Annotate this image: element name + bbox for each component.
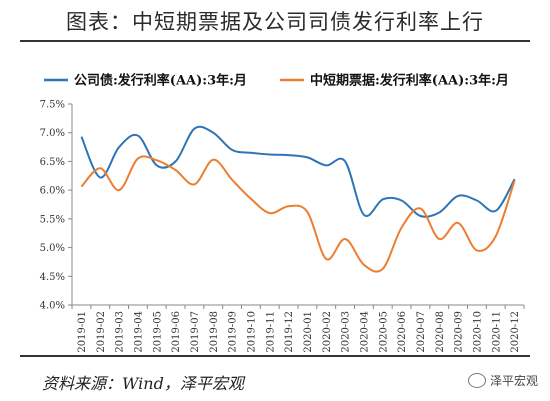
y-tick-label: 6.5%	[40, 157, 65, 168]
x-tick-label: 2020-07	[416, 311, 427, 353]
x-tick-label: 2019-05	[152, 311, 163, 353]
x-tick-label: 2020-02	[322, 311, 333, 353]
x-tick-label: 2020-10	[472, 311, 483, 353]
y-tick-label: 4.5%	[40, 272, 65, 283]
x-tick-label: 2020-09	[454, 311, 465, 353]
x-tick-label: 2020-04	[359, 311, 370, 353]
x-tick-label: 2019-04	[133, 311, 144, 353]
series-line-0	[80, 125, 516, 218]
x-tick-label: 2020-12	[510, 311, 521, 353]
x-tick-label: 2020-01	[303, 311, 314, 353]
x-tick-label: 2019-06	[171, 311, 182, 353]
x-tick-label: 2019-10	[246, 311, 257, 353]
legend-label: 公司债:发行利率(AA):3年:月	[74, 73, 247, 89]
x-tick-label: 2019-12	[284, 311, 295, 353]
x-tick-label: 2019-11	[265, 311, 276, 353]
x-tick-label: 2020-06	[397, 311, 408, 353]
y-tick-label: 5.0%	[40, 243, 65, 254]
y-tick-label: 7.0%	[40, 128, 65, 139]
y-tick-label: 6.0%	[40, 186, 65, 197]
axes: 7.5% 7.0% 6.5% 6.0% 5.5% 5.0% 4.5% 4.0% 2019-01 2…	[40, 100, 525, 353]
y-tick-label: 4.0%	[40, 301, 65, 312]
series-lines	[80, 125, 516, 273]
x-tick-label: 2020-08	[435, 311, 446, 353]
source-note: 资料来源：Wind，泽平宏观	[42, 374, 244, 393]
x-tick-label: 2019-08	[209, 311, 220, 353]
x-tick-label: 2020-03	[341, 311, 352, 353]
x-tick-label: 2020-05	[378, 311, 389, 353]
x-tick-label: 2020-11	[491, 311, 502, 353]
legend: 公司债:发行利率(AA):3年:月 中短期票据:发行利率(AA):3年:月	[44, 73, 509, 89]
wechat-icon	[467, 373, 486, 388]
y-tick-label: 5.5%	[40, 214, 65, 225]
x-tick-label: 2019-09	[228, 311, 239, 353]
chart-title: 图表：中短期票据及公司司债发行利率上行	[66, 10, 484, 34]
x-tick-label: 2019-07	[190, 311, 201, 353]
x-tick-label: 2019-03	[115, 311, 126, 353]
watermark: 泽平宏观	[467, 372, 538, 389]
watermark-label: 泽平宏观	[489, 374, 538, 388]
y-tick-label: 7.5%	[40, 100, 65, 111]
x-tick-label: 2019-01	[77, 311, 88, 353]
legend-label: 中短期票据:发行利率(AA):3年:月	[310, 73, 509, 89]
x-tick-label: 2019-02	[96, 311, 107, 353]
series-line-1	[80, 155, 516, 273]
